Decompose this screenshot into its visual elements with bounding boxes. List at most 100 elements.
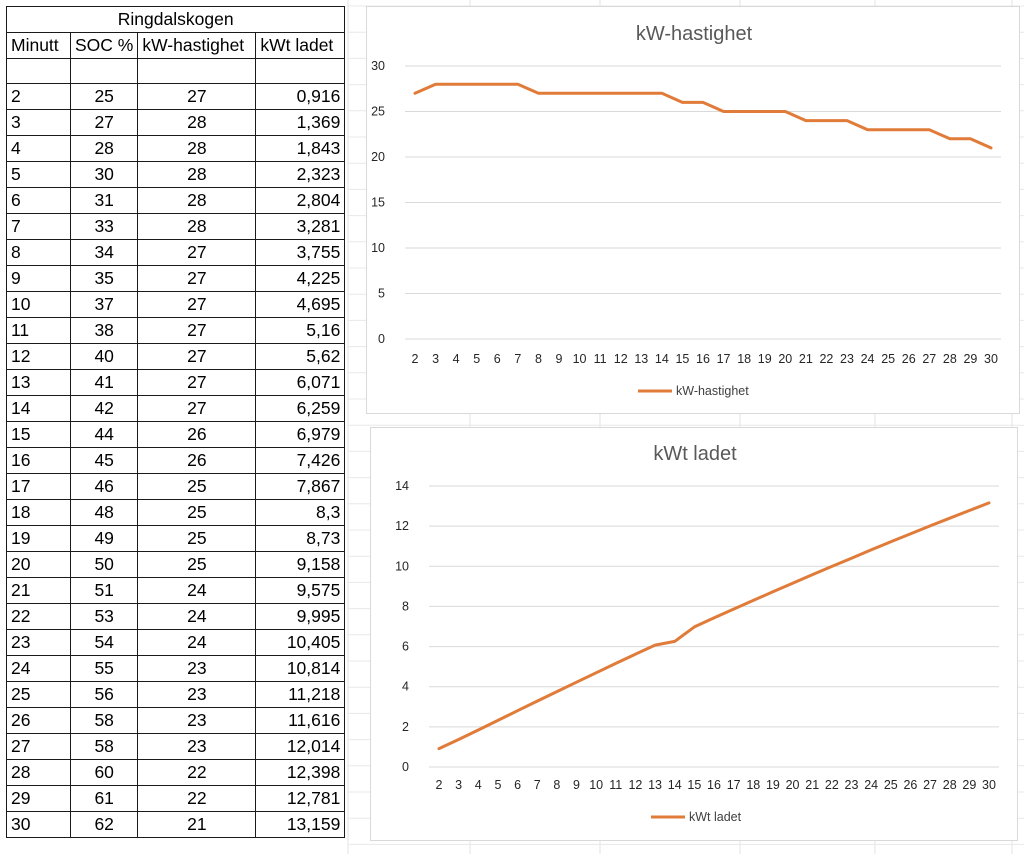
cell-kw-hastighet[interactable]: 23	[137, 681, 257, 708]
cell-kw-hastighet[interactable]: 22	[137, 759, 257, 786]
cell-soc[interactable]: 48	[69, 499, 139, 526]
cell-kw-hastighet[interactable]: 27	[137, 239, 257, 266]
cell-soc[interactable]: 51	[69, 577, 139, 604]
cell-kw-hastighet[interactable]: 24	[137, 577, 257, 604]
cell-minutt[interactable]: 10	[6, 291, 71, 318]
cell-kwt-ladet[interactable]: 1,369	[255, 109, 346, 136]
cell-kwt-ladet[interactable]: 10,814	[255, 655, 346, 682]
cell-kw-hastighet[interactable]: 25	[137, 525, 257, 552]
cell-minutt[interactable]: 11	[6, 317, 71, 344]
cell-soc[interactable]: 41	[69, 369, 139, 396]
cell-soc[interactable]: 54	[69, 629, 139, 656]
cell-minutt[interactable]: 26	[6, 707, 71, 734]
table-title[interactable]: Ringdalskogen	[5, 6, 346, 33]
cell-kw-hastighet[interactable]: 27	[137, 343, 257, 370]
cell-kwt-ladet[interactable]: 0,916	[255, 83, 346, 110]
cell-kw-hastighet[interactable]: 26	[137, 421, 257, 448]
cell-kwt-ladet[interactable]: 6,979	[255, 421, 346, 448]
cell-soc[interactable]: 61	[69, 785, 139, 812]
cell-soc[interactable]: 31	[69, 187, 139, 214]
cell-kwt-ladet[interactable]: 8,73	[255, 525, 346, 552]
cell-kwt-ladet[interactable]: 4,225	[255, 265, 346, 292]
cell-kwt-ladet[interactable]: 3,755	[255, 239, 346, 266]
cell-kw-hastighet[interactable]: 23	[137, 655, 257, 682]
cell-kwt-ladet[interactable]: 9,575	[255, 577, 346, 604]
cell-kwt-ladet[interactable]: 2,804	[255, 187, 346, 214]
cell-kwt-ladet[interactable]: 1,843	[255, 135, 346, 162]
header-soc[interactable]: SOC %	[69, 32, 139, 59]
cell-soc[interactable]: 62	[69, 811, 139, 838]
cell-soc[interactable]: 60	[69, 759, 139, 786]
cell-soc[interactable]: 38	[69, 317, 139, 344]
cell-kwt-ladet[interactable]: 9,158	[255, 551, 346, 578]
header-minutt[interactable]: Minutt	[6, 32, 71, 59]
cell-kw-hastighet[interactable]: 25	[137, 551, 257, 578]
chart-kw-hastighet[interactable]: kW-hastighet 0 5 10 15 20 25 30 2 3 4 5 6 7 8 9 10 11 12 13…	[366, 6, 1020, 414]
cell-kw-hastighet[interactable]: 27	[137, 83, 257, 110]
cell-kw-hastighet[interactable]: 24	[137, 603, 257, 630]
cell-kwt-ladet[interactable]: 13,159	[255, 811, 346, 838]
cell-kwt-ladet[interactable]: 2,323	[255, 161, 346, 188]
cell-kw-hastighet[interactable]: 27	[137, 291, 257, 318]
cell-minutt[interactable]: 17	[6, 473, 71, 500]
cell-kw-hastighet[interactable]: 27	[137, 369, 257, 396]
header-kwt-ladet[interactable]: kWt ladet	[255, 32, 346, 59]
cell-minutt[interactable]: 16	[6, 447, 71, 474]
cell-minutt[interactable]: 5	[6, 161, 71, 188]
cell-kw-hastighet[interactable]: 28	[137, 213, 257, 240]
cell-kw-hastighet[interactable]: 27	[137, 317, 257, 344]
cell-soc[interactable]: 45	[69, 447, 139, 474]
cell-kw-hastighet[interactable]: 28	[137, 187, 257, 214]
cell-minutt[interactable]: 22	[6, 603, 71, 630]
cell-minutt[interactable]: 7	[6, 213, 71, 240]
cell-soc[interactable]: 46	[69, 473, 139, 500]
cell-minutt[interactable]: 27	[6, 733, 71, 760]
cell-soc[interactable]: 25	[69, 83, 139, 110]
cell-minutt[interactable]: 21	[6, 577, 71, 604]
cell-kwt-ladet[interactable]: 9,995	[255, 603, 346, 630]
empty-cell[interactable]	[69, 58, 139, 84]
cell-minutt[interactable]: 2	[6, 83, 71, 110]
cell-kwt-ladet[interactable]: 12,781	[255, 785, 346, 812]
cell-kw-hastighet[interactable]: 28	[137, 109, 257, 136]
cell-kw-hastighet[interactable]: 22	[137, 785, 257, 812]
cell-soc[interactable]: 44	[69, 421, 139, 448]
cell-minutt[interactable]: 24	[6, 655, 71, 682]
cell-soc[interactable]: 40	[69, 343, 139, 370]
cell-minutt[interactable]: 25	[6, 681, 71, 708]
cell-soc[interactable]: 58	[69, 707, 139, 734]
cell-kwt-ladet[interactable]: 4,695	[255, 291, 346, 318]
cell-soc[interactable]: 49	[69, 525, 139, 552]
chart-kwt-ladet[interactable]: kWt ladet 0 2 4 6 8 10 12 14 2 3 4 5 6 7 8 9 10 11 12 13 14 15…	[370, 427, 1018, 841]
cell-kwt-ladet[interactable]: 11,616	[255, 707, 346, 734]
cell-minutt[interactable]: 14	[6, 395, 71, 422]
cell-minutt[interactable]: 15	[6, 421, 71, 448]
cell-minutt[interactable]: 3	[6, 109, 71, 136]
cell-soc[interactable]: 34	[69, 239, 139, 266]
header-kw-hastighet[interactable]: kW-hastighet	[137, 32, 257, 59]
empty-cell[interactable]	[137, 58, 257, 84]
cell-kwt-ladet[interactable]: 3,281	[255, 213, 346, 240]
cell-soc[interactable]: 55	[69, 655, 139, 682]
cell-kwt-ladet[interactable]: 10,405	[255, 629, 346, 656]
cell-minutt[interactable]: 8	[6, 239, 71, 266]
cell-minutt[interactable]: 30	[6, 811, 71, 838]
cell-kw-hastighet[interactable]: 21	[137, 811, 257, 838]
cell-minutt[interactable]: 9	[6, 265, 71, 292]
cell-soc[interactable]: 28	[69, 135, 139, 162]
cell-soc[interactable]: 37	[69, 291, 139, 318]
cell-soc[interactable]: 58	[69, 733, 139, 760]
cell-kwt-ladet[interactable]: 11,218	[255, 681, 346, 708]
cell-minutt[interactable]: 4	[6, 135, 71, 162]
cell-kw-hastighet[interactable]: 27	[137, 395, 257, 422]
empty-cell[interactable]	[255, 58, 346, 84]
cell-kw-hastighet[interactable]: 25	[137, 473, 257, 500]
cell-minutt[interactable]: 13	[6, 369, 71, 396]
cell-minutt[interactable]: 18	[6, 499, 71, 526]
cell-kwt-ladet[interactable]: 7,426	[255, 447, 346, 474]
cell-minutt[interactable]: 20	[6, 551, 71, 578]
cell-kwt-ladet[interactable]: 7,867	[255, 473, 346, 500]
cell-soc[interactable]: 30	[69, 161, 139, 188]
cell-soc[interactable]: 50	[69, 551, 139, 578]
cell-kw-hastighet[interactable]: 26	[137, 447, 257, 474]
